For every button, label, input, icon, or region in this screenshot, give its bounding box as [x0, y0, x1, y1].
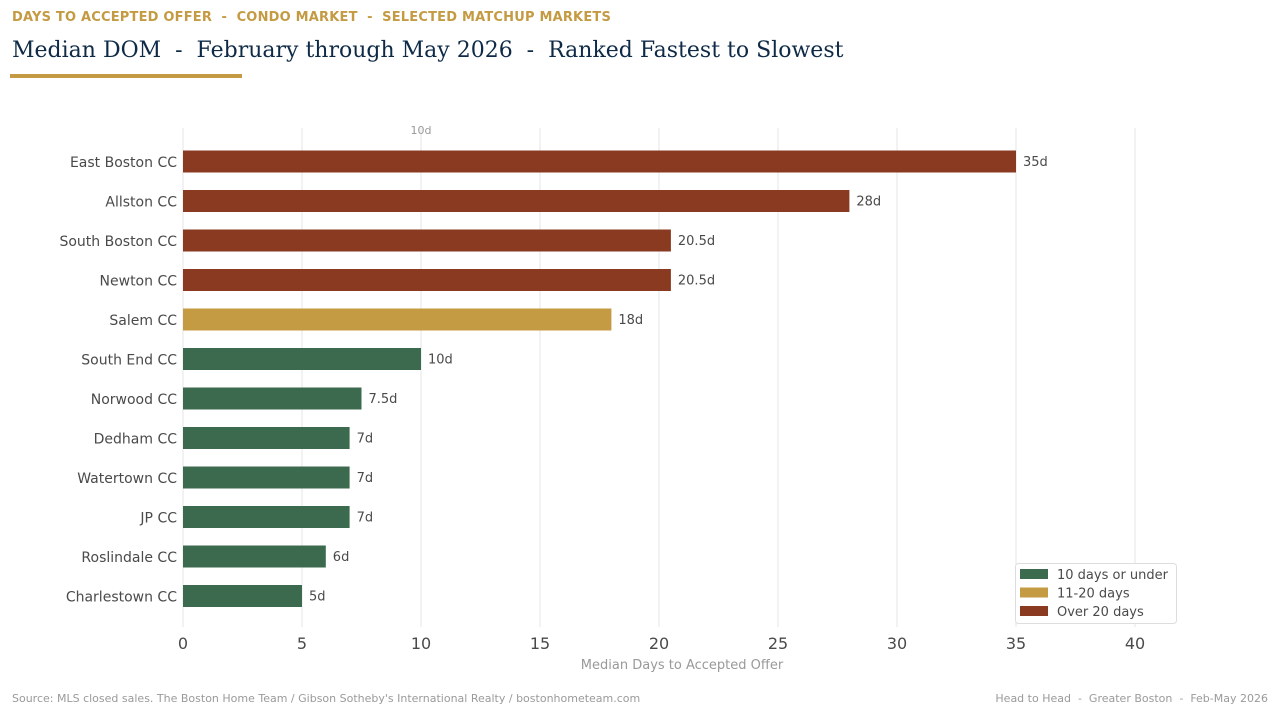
bars	[183, 150, 1016, 607]
value-label-4: 18d	[618, 313, 643, 328]
category-labels: East Boston CC Allston CC South Boston CC N…	[59, 155, 177, 606]
value-label-2: 20.5d	[678, 234, 715, 249]
legend-swatch-under10	[1020, 569, 1048, 579]
bar-9	[183, 506, 350, 528]
legend-label-over20: Over 20 days	[1057, 605, 1144, 620]
x-tick-30: 30	[887, 634, 907, 653]
value-label-9: 7d	[357, 511, 374, 526]
bar-7	[183, 427, 350, 449]
bar-6	[183, 387, 362, 410]
value-label-0: 35d	[1023, 155, 1048, 170]
x-tick-10: 10	[411, 634, 431, 653]
category-label-0: East Boston CC	[70, 155, 177, 171]
value-label-6: 7.5d	[369, 392, 398, 407]
reference-line-label: 10d	[411, 124, 432, 137]
x-tick-5: 5	[297, 634, 307, 653]
value-label-5: 10d	[428, 353, 453, 368]
x-tick-labels: 0 5 10 15 20 25 30 35 40	[178, 634, 1145, 653]
x-tick-40: 40	[1125, 634, 1145, 653]
bar-10	[183, 545, 326, 568]
chart-eyebrow: DAYS TO ACCEPTED OFFER - CONDO MARKET - …	[12, 10, 612, 25]
category-label-9: JP CC	[139, 511, 177, 527]
legend-label-mid: 11-20 days	[1057, 587, 1130, 602]
category-label-11: Charlestown CC	[66, 590, 177, 606]
category-label-8: Watertown CC	[77, 471, 177, 487]
x-tick-20: 20	[649, 634, 669, 653]
bar-3	[183, 269, 671, 291]
x-tick-35: 35	[1006, 634, 1026, 653]
value-label-7: 7d	[357, 432, 374, 447]
bar-1	[183, 190, 850, 212]
title-underline	[10, 74, 242, 78]
value-labels: 35d 28d 20.5d 20.5d 18d 10d 7.5d 7d 7d 7d 6d 5d	[309, 155, 1048, 605]
chart-title: Median DOM - February through May 2026 -…	[12, 38, 844, 63]
x-tick-25: 25	[768, 634, 788, 653]
bar-11	[183, 585, 302, 607]
category-label-7: Dedham CC	[94, 432, 178, 448]
value-label-10: 6d	[333, 550, 350, 565]
x-axis-label: Median Days to Accepted Offer	[581, 658, 784, 673]
value-label-8: 7d	[357, 471, 374, 486]
category-label-10: Roslindale CC	[81, 550, 177, 566]
legend-label-under10: 10 days or under	[1057, 568, 1169, 583]
category-label-2: South Boston CC	[59, 234, 177, 250]
legend-swatch-over20	[1020, 606, 1048, 616]
legend-swatch-mid	[1020, 587, 1048, 598]
bar-8	[183, 466, 350, 489]
footer-context: Head to Head - Greater Boston - Feb-May …	[995, 692, 1268, 705]
category-label-1: Allston CC	[105, 195, 177, 211]
value-label-1: 28d	[856, 195, 881, 210]
legend-box	[1015, 563, 1177, 624]
category-label-5: South End CC	[81, 353, 177, 369]
x-tick-15: 15	[530, 634, 550, 653]
bar-5	[183, 348, 421, 370]
bar-0	[183, 150, 1016, 173]
bar-4	[183, 308, 612, 331]
category-label-6: Norwood CC	[91, 392, 177, 408]
value-label-11: 5d	[309, 590, 326, 605]
legend: 10 days or under 11-20 days Over 20 days	[1015, 563, 1177, 624]
x-tick-0: 0	[178, 634, 188, 653]
source-note: Source: MLS closed sales. The Boston Hom…	[12, 692, 641, 705]
bar-2	[183, 229, 671, 252]
bar-chart: 10d East Boston CC Allston CC South Boston…	[59, 124, 1177, 673]
category-label-3: Newton CC	[100, 274, 178, 290]
category-label-4: Salem CC	[109, 313, 177, 329]
value-label-3: 20.5d	[678, 274, 715, 289]
